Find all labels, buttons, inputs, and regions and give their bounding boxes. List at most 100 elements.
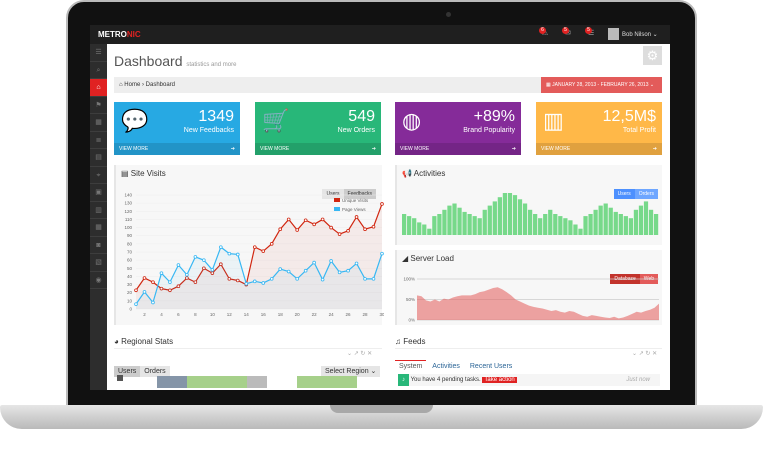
series-area: [136, 247, 382, 309]
activity-bar: [598, 205, 603, 235]
y-tick-label: 50%: [406, 297, 415, 302]
zoom-in-button[interactable]: [117, 375, 123, 381]
map-pin-icon[interactable]: ⌖: [90, 167, 107, 184]
inbox-icon[interactable]: ✉ 5: [562, 27, 577, 39]
bookmark-icon[interactable]: ⚑: [90, 97, 107, 114]
y-tick-label: 40: [127, 274, 133, 279]
users-button[interactable]: Users: [114, 366, 141, 377]
activity-bar: [638, 205, 644, 235]
data-point: [295, 228, 299, 232]
laptop-notch: [330, 405, 433, 413]
tasks-icon[interactable]: ☰ 5: [585, 27, 600, 39]
users-button[interactable]: Users: [322, 189, 344, 199]
y-tick-label: 20: [127, 290, 133, 295]
top-bar: METRONIC ⚠ 6 ✉ 5 ☰ 5 Bob Nilson ⌄: [90, 25, 670, 44]
activity-bar: [522, 203, 528, 235]
image-icon[interactable]: ▣: [90, 184, 107, 202]
data-point: [303, 268, 308, 273]
activities-chart: [402, 193, 659, 235]
grid-icon[interactable]: ▤: [90, 149, 107, 167]
y-tick-label: 100%: [403, 277, 415, 282]
tab-system[interactable]: System: [395, 360, 427, 372]
activities-portlet: 📢 Activities Users Orders: [395, 165, 662, 245]
screen: METRONIC ⚠ 6 ✉ 5 ☰ 5 Bob Nilson ⌄ ☰ ⌕ ⌂ ⚑ ▦ ≣ ▤ ⌖ ▣…: [90, 25, 670, 390]
activity-bar: [517, 199, 523, 235]
data-point: [151, 300, 155, 305]
portlet-tools[interactable]: ⌄ ↗ ↻ ✕: [347, 351, 373, 357]
data-point: [380, 251, 384, 256]
data-point: [185, 276, 189, 280]
tab-activities[interactable]: Activities: [432, 363, 460, 370]
view-more-link[interactable]: VIEW MORE ➔: [114, 143, 240, 155]
activity-bar: [603, 203, 608, 235]
date-range-button[interactable]: ▦ JANUARY 28, 2013 - FEBRUARY 26, 2013 ⌄: [541, 77, 662, 93]
data-point: [202, 266, 206, 271]
select-region-dropdown[interactable]: Select Region ⌄: [321, 366, 381, 377]
logo[interactable]: METRONIC: [98, 30, 141, 39]
orders-button[interactable]: Orders: [140, 366, 170, 377]
view-more-link[interactable]: VIEW MORE ➔: [255, 143, 381, 155]
orders-button[interactable]: Orders: [634, 189, 658, 199]
data-point: [261, 281, 266, 285]
data-point: [252, 279, 257, 284]
data-point: [320, 277, 325, 282]
avatar[interactable]: [608, 28, 619, 40]
data-point: [329, 259, 333, 263]
data-point: [227, 251, 232, 256]
activity-bar: [643, 201, 649, 235]
users-button[interactable]: Users: [613, 189, 635, 199]
take-action-button[interactable]: Take action: [482, 377, 517, 383]
data-point: [151, 280, 155, 284]
activity-bar: [427, 228, 432, 235]
activity-bar: [583, 216, 588, 235]
activity-bar: [527, 209, 533, 235]
y-tick-label: 30: [127, 282, 133, 287]
server-load-title: ◢ Server Load: [402, 254, 454, 263]
settings-gear-icon[interactable]: ⚙: [643, 46, 662, 65]
activity-bar: [648, 209, 654, 235]
chart-icon[interactable]: ▥: [90, 202, 107, 219]
camera-icon[interactable]: ◙: [90, 237, 107, 254]
x-tick-label: 10: [210, 312, 216, 317]
regional-map[interactable]: [157, 376, 357, 388]
activity-bar: [548, 209, 553, 235]
x-tick-label: 24: [329, 312, 335, 317]
x-tick-label: 18: [278, 312, 284, 317]
data-point: [227, 277, 232, 281]
activity-bar: [553, 214, 558, 235]
table-icon[interactable]: ▦: [90, 114, 107, 132]
home-icon[interactable]: ⌂: [90, 79, 107, 97]
stat-tile: 💬 1349 New Feedbacks VIEW MORE ➔: [114, 102, 240, 155]
bell-icon: ♪: [398, 374, 409, 386]
view-more-link[interactable]: VIEW MORE ➔: [395, 143, 521, 155]
activity-bar: [457, 207, 462, 235]
server-load-area: [417, 287, 659, 320]
user-menu[interactable]: Bob Nilson ⌄: [622, 32, 658, 38]
search-icon[interactable]: ⌕: [90, 62, 107, 79]
feeds-tools[interactable]: ⌄ ↗ ↻ ✕: [632, 351, 658, 357]
legend-label: Page Views: [342, 207, 366, 212]
feeds-tabs: System Activities Recent Users: [395, 360, 516, 372]
tile-value: 1349: [198, 108, 234, 125]
calendar-icon[interactable]: ▧: [90, 254, 107, 272]
tile-value: 549: [348, 108, 375, 125]
feedbacks-button[interactable]: Feedbacks: [343, 189, 376, 199]
data-point: [354, 215, 359, 219]
notification-alert-icon[interactable]: ⚠ 6: [539, 27, 554, 39]
menu-icon[interactable]: ☰: [90, 44, 107, 62]
view-more-link[interactable]: VIEW MORE ➔: [536, 143, 662, 155]
feed-item: ♪ You have 4 pending tasks. Take action …: [398, 374, 660, 386]
y-tick-label: 60: [127, 258, 133, 263]
activity-bar: [452, 203, 457, 235]
x-tick-label: 6: [177, 312, 180, 317]
cart-icon: 🛒: [262, 108, 290, 133]
user-icon[interactable]: ◉: [90, 272, 107, 289]
table2-icon[interactable]: ▦: [90, 219, 107, 237]
data-point: [168, 288, 172, 293]
tab-recent-users[interactable]: Recent Users: [469, 363, 513, 370]
data-point: [176, 263, 181, 267]
activity-bar: [558, 216, 563, 235]
y-tick-label: 140: [124, 193, 132, 198]
list-icon[interactable]: ≣: [90, 132, 107, 149]
activity-bar: [507, 193, 513, 235]
